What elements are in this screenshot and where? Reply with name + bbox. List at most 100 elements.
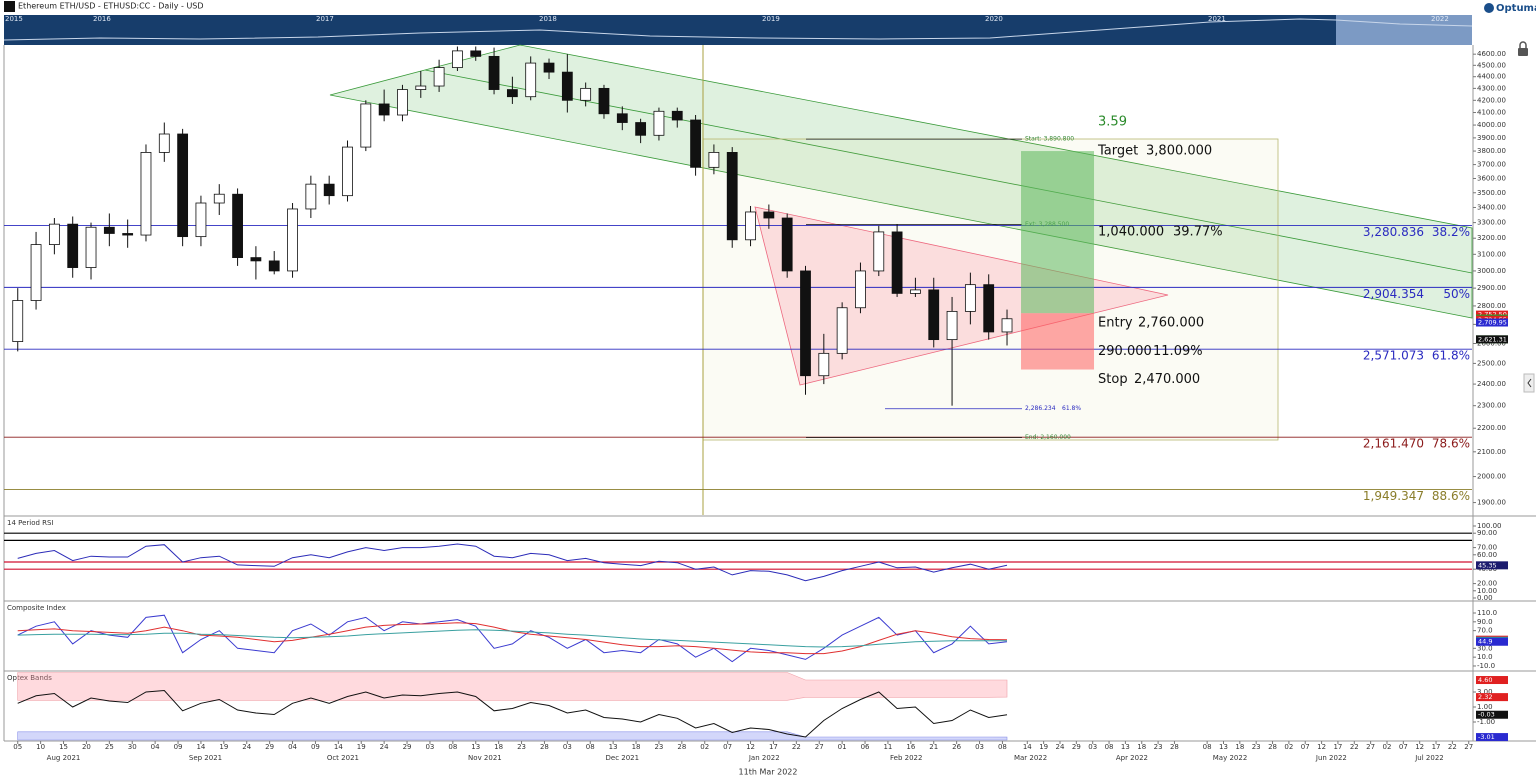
y-tick-label: 110.0	[1477, 609, 1497, 617]
price-tag	[1476, 561, 1508, 570]
x-tick-label: 02	[1383, 743, 1392, 751]
y-tick-label: 4400.00	[1477, 73, 1506, 81]
trade-risk: 290.000	[1098, 344, 1152, 359]
x-tick-label: 13	[1121, 743, 1130, 751]
x-tick-label: 08	[1203, 743, 1212, 751]
candle-body	[580, 87, 592, 101]
x-tick-label: 03	[975, 743, 984, 751]
overview-year: 2021	[1208, 15, 1226, 23]
price-tag-label: 4.60	[1478, 676, 1492, 684]
candle-body	[48, 223, 60, 245]
price-tag-label: 2,621.31	[1478, 335, 1507, 343]
x-tick-label: 19	[357, 743, 366, 751]
candle-body	[671, 110, 683, 121]
x-tick-label: 28	[677, 743, 686, 751]
fib-pct: 61.8%	[1432, 349, 1470, 363]
candle-body	[745, 211, 756, 241]
price-tag-label: 45.35	[1478, 561, 1497, 569]
price-tag	[1476, 676, 1508, 685]
y-tick-label: 3200.00	[1477, 234, 1506, 242]
y-tick-label: 3800.00	[1477, 147, 1506, 155]
app-icon	[4, 1, 15, 12]
price-tag	[1476, 318, 1508, 327]
x-tick-label: 29	[1072, 743, 1081, 751]
overview-line	[3, 18, 1473, 41]
annotation-pct: 61.8%	[1062, 405, 1081, 412]
x-tick-label: 07	[723, 743, 732, 751]
x-tick-label: 13	[609, 743, 618, 751]
x-tick-label: 22	[792, 743, 801, 751]
lock-shackle	[1519, 41, 1527, 48]
lock-icon[interactable]	[1518, 48, 1528, 56]
fib-pct: 78.6%	[1432, 437, 1470, 451]
side-toggle[interactable]	[1523, 373, 1535, 393]
x-tick-label: 19	[1039, 743, 1048, 751]
fib-pct: 38.2%	[1432, 225, 1470, 239]
candle-body	[195, 202, 207, 238]
trade-ratio: 3.59	[1098, 115, 1127, 130]
candle-body	[873, 231, 885, 272]
candle-body	[653, 110, 665, 136]
overview-year: 2018	[539, 15, 557, 23]
annotation-label: Start: 3,890.800	[1025, 136, 1074, 143]
x-tick-label: 13	[1219, 743, 1228, 751]
x-tick-label: 19	[219, 743, 228, 751]
month-label: Jul 2022	[1414, 754, 1444, 762]
x-tick-label: 27	[1366, 743, 1375, 751]
y-tick-label: 2200.00	[1477, 424, 1506, 432]
candle-body	[415, 85, 427, 90]
trade-target: 3,800.000	[1146, 144, 1212, 159]
candle-body	[452, 50, 463, 68]
x-tick-label: 28	[1268, 743, 1277, 751]
x-tick-label: 11	[883, 743, 892, 751]
candle-body	[232, 193, 243, 258]
candle-body	[268, 260, 280, 272]
x-tick-label: 29	[403, 743, 412, 751]
y-tick-label: 3000.00	[1477, 267, 1506, 275]
x-tick-label: 22	[1350, 743, 1359, 751]
month-label: Aug 2021	[47, 754, 81, 762]
x-tick-label: 26	[952, 743, 961, 751]
y-tick-label: 2500.00	[1477, 359, 1506, 367]
price-tag	[1476, 637, 1508, 646]
x-tick-label: 08	[586, 743, 595, 751]
y-tick-label: 20.00	[1477, 580, 1497, 588]
x-tick-label: 03	[425, 743, 434, 751]
y-tick-label: 3700.00	[1477, 161, 1506, 169]
candle-body	[140, 152, 152, 236]
candle-body	[525, 62, 537, 98]
x-tick-label: 05	[13, 743, 22, 751]
x-tick-label: 07	[1399, 743, 1408, 751]
y-tick-label: 2900.00	[1477, 284, 1506, 292]
x-tick-label: 23	[1252, 743, 1261, 751]
x-tick-label: 15	[59, 743, 68, 751]
candle-body	[726, 152, 738, 241]
chart-title: Ethereum ETH/USD - ETHUSD:CC - Daily - U…	[18, 2, 204, 11]
candle-body	[690, 119, 701, 168]
y-tick-label: 4500.00	[1477, 61, 1506, 69]
x-tick-label: 09	[174, 743, 183, 751]
fib-pct: 88.6%	[1432, 489, 1470, 503]
price-tag	[1476, 335, 1508, 344]
y-tick-label: 2100.00	[1477, 448, 1506, 456]
overview-year: 2016	[93, 15, 111, 23]
trade-stop-label: Stop	[1098, 372, 1128, 387]
candle-body	[543, 62, 555, 73]
annotation-label: End: 2,160.000	[1025, 434, 1071, 441]
candle-body	[800, 270, 811, 377]
candle-body	[12, 300, 24, 342]
indicator-line	[17, 629, 1007, 648]
x-tick-label: 20	[82, 743, 91, 751]
candle-body	[85, 226, 97, 268]
candle-body	[213, 193, 225, 204]
y-tick-label: -1.00	[1477, 718, 1495, 726]
trade-risk-box	[1021, 313, 1095, 370]
y-tick-label: 4100.00	[1477, 109, 1506, 117]
x-tick-label: 21	[929, 743, 938, 751]
x-tick-label: 18	[1137, 743, 1146, 751]
x-tick-label: 28	[540, 743, 549, 751]
y-tick-label: 3300.00	[1477, 219, 1506, 227]
candle-body	[855, 270, 866, 309]
overview-year: 2017	[316, 15, 334, 23]
